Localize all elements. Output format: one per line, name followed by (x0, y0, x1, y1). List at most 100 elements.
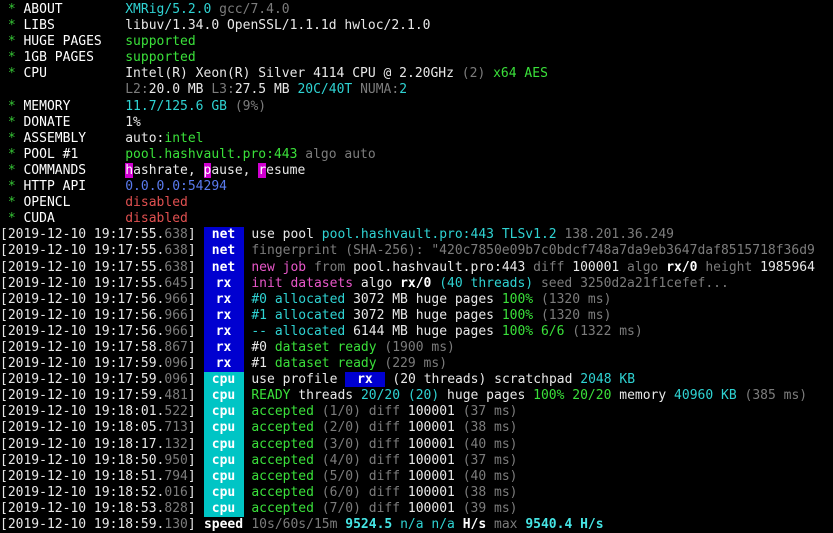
log-text-segment (455, 501, 463, 516)
log-text-segment: dataset ready (274, 356, 377, 372)
log-text-segment: (39 ms) (462, 500, 518, 516)
bullet-icon: * (0, 195, 24, 211)
log-channel-badge-cpu: cpu (203, 500, 244, 517)
log-text-segment: 138.201.36.249 (564, 227, 675, 243)
log-text-segment: new job (251, 259, 307, 275)
log-text-segment: -- allocated (251, 323, 354, 339)
log-text-segment: height (697, 259, 761, 275)
banner-row: * CUDA disabled (0, 211, 833, 227)
banner-row: * POOL #1 pool.hashvault.pro:443 algo au… (0, 147, 833, 163)
log-text-segment: 0.0.0.0:54294 (125, 179, 227, 195)
log-channel-badge-rx: rx (203, 339, 244, 357)
log-text-segment: H/s (462, 517, 487, 532)
log-text-segment: accepted (251, 468, 314, 484)
log-text-segment: (38 ms) (462, 484, 518, 500)
log-timestamp-close: ] (187, 356, 204, 372)
log-row: [2019-12-10 19:17:55.638] net new job fr… (0, 259, 833, 276)
log-text-segment (314, 501, 322, 516)
banner-row: * OPENCL disabled (0, 195, 833, 211)
log-text-segment: #0 allocated (251, 291, 354, 307)
log-timestamp: [2019-12-10 19:17:55. (0, 275, 165, 291)
log-text-segment (392, 517, 400, 532)
log-text-segment: diff (360, 484, 408, 500)
log-text-segment: (5/0) (321, 468, 361, 484)
log-timestamp-ms: 096 (164, 356, 188, 372)
log-text-segment: diff (360, 468, 408, 484)
log-text-segment: accepted (251, 420, 314, 436)
log-text-segment: 100% 6/6 (501, 323, 565, 339)
log-timestamp-close: ] (187, 291, 204, 307)
banner-label: HTTP API (23, 179, 126, 195)
log-timestamp-ms: 950 (164, 452, 188, 468)
log-timestamp: [2019-12-10 19:18:53. (0, 500, 165, 516)
log-text-segment: #1 allocated (251, 307, 354, 323)
log-text-segment: (3/0) (321, 436, 361, 452)
log-timestamp: [2019-12-10 19:17:55. (0, 259, 165, 275)
log-text-segment: 3072 MB (353, 291, 408, 307)
log-text-segment: 11.7/125.6 GB (125, 98, 227, 114)
log-timestamp-close: ] (187, 404, 204, 420)
log-text-segment: huge pages (407, 307, 502, 323)
log-timestamp-ms: 867 (164, 339, 188, 355)
log-text-segment: 1985964 (760, 259, 815, 275)
log-row: [2019-12-10 19:18:17.132] cpu accepted (… (0, 436, 833, 453)
log-channel-badge-net: net (203, 259, 244, 276)
log-timestamp-ms: 132 (164, 436, 188, 452)
log-timestamp-close: ] (187, 500, 204, 516)
bullet-icon: * (0, 130, 24, 146)
log-text-segment: h (125, 162, 134, 178)
log-text-segment: init datasets (251, 275, 354, 291)
log-timestamp: [2019-12-10 19:18:50. (0, 452, 165, 468)
log-timestamp-ms: 522 (164, 404, 188, 420)
log-channel-badge-cpu: cpu (203, 404, 244, 421)
log-channel-badge-cpu: cpu (203, 420, 244, 437)
log-channel-badge-rx: rx (203, 323, 244, 340)
bullet-icon: * (0, 2, 24, 17)
log-channel-badge-cpu: cpu (203, 436, 244, 453)
log-text-segment: 6144 MB (353, 323, 408, 339)
log-text-segment: huge pages (407, 323, 502, 339)
log-timestamp-ms: 638 (164, 227, 188, 243)
log-text-segment (455, 420, 463, 435)
log-text-segment (455, 437, 463, 452)
log-text-segment: (4/0) (321, 452, 361, 468)
log-text-segment (314, 453, 322, 468)
log-text-segment: scratchpad (486, 372, 581, 388)
log-timestamp-close: ] (187, 517, 204, 532)
log-text-segment: 9540.4 H/s (525, 517, 604, 532)
log-text-segment (533, 276, 541, 291)
log-text-segment: dataset ready (274, 339, 377, 355)
log-timestamp: [2019-12-10 19:18:17. (0, 436, 165, 452)
log-text-segment: 100001 (572, 259, 620, 275)
log-timestamp-close: ] (187, 420, 204, 436)
log-timestamp-ms: 481 (164, 388, 188, 404)
log-text-segment (314, 420, 322, 435)
log-text-segment: (38 ms) (462, 420, 518, 436)
log-timestamp: [2019-12-10 19:18:59. (0, 517, 165, 532)
log-timestamp-ms: 130 (164, 517, 188, 532)
log-timestamp-ms: 966 (164, 291, 188, 307)
log-text-segment: (1322 ms) (572, 323, 643, 339)
banner-row: * HUGE PAGES supported (0, 34, 833, 50)
log-text-segment (314, 437, 322, 452)
log-text-segment: (1320 ms) (540, 291, 612, 307)
log-text-segment: esume (266, 162, 306, 178)
log-text-segment (314, 485, 322, 500)
log-text-segment (455, 404, 463, 419)
log-row: [2019-12-10 19:17:55.638] net use pool p… (0, 227, 833, 244)
log-text-segment: rx/0 (666, 259, 698, 275)
log-timestamp: [2019-12-10 19:17:55. (0, 243, 165, 259)
log-text-segment: L2: (125, 82, 149, 98)
log-row: [2019-12-10 19:18:59.130] speed 10s/60s/… (0, 517, 833, 533)
log-text-segment: 100001 (407, 452, 455, 468)
log-timestamp-close: ] (187, 372, 204, 388)
log-text-segment: TLSv1.2 (501, 227, 557, 243)
log-text-segment: pool.hashvault.pro:443 (321, 227, 494, 243)
banner-label: CUDA (23, 211, 126, 227)
log-row: [2019-12-10 19:17:59.481] cpu READY thre… (0, 388, 833, 405)
log-text-segment: 9524.5 (345, 517, 393, 532)
log-text-segment: (37 ms) (462, 404, 518, 420)
log-text-segment: 100001 (407, 404, 455, 420)
banner-row: * COMMANDS hashrate, pause, resume (0, 162, 833, 179)
